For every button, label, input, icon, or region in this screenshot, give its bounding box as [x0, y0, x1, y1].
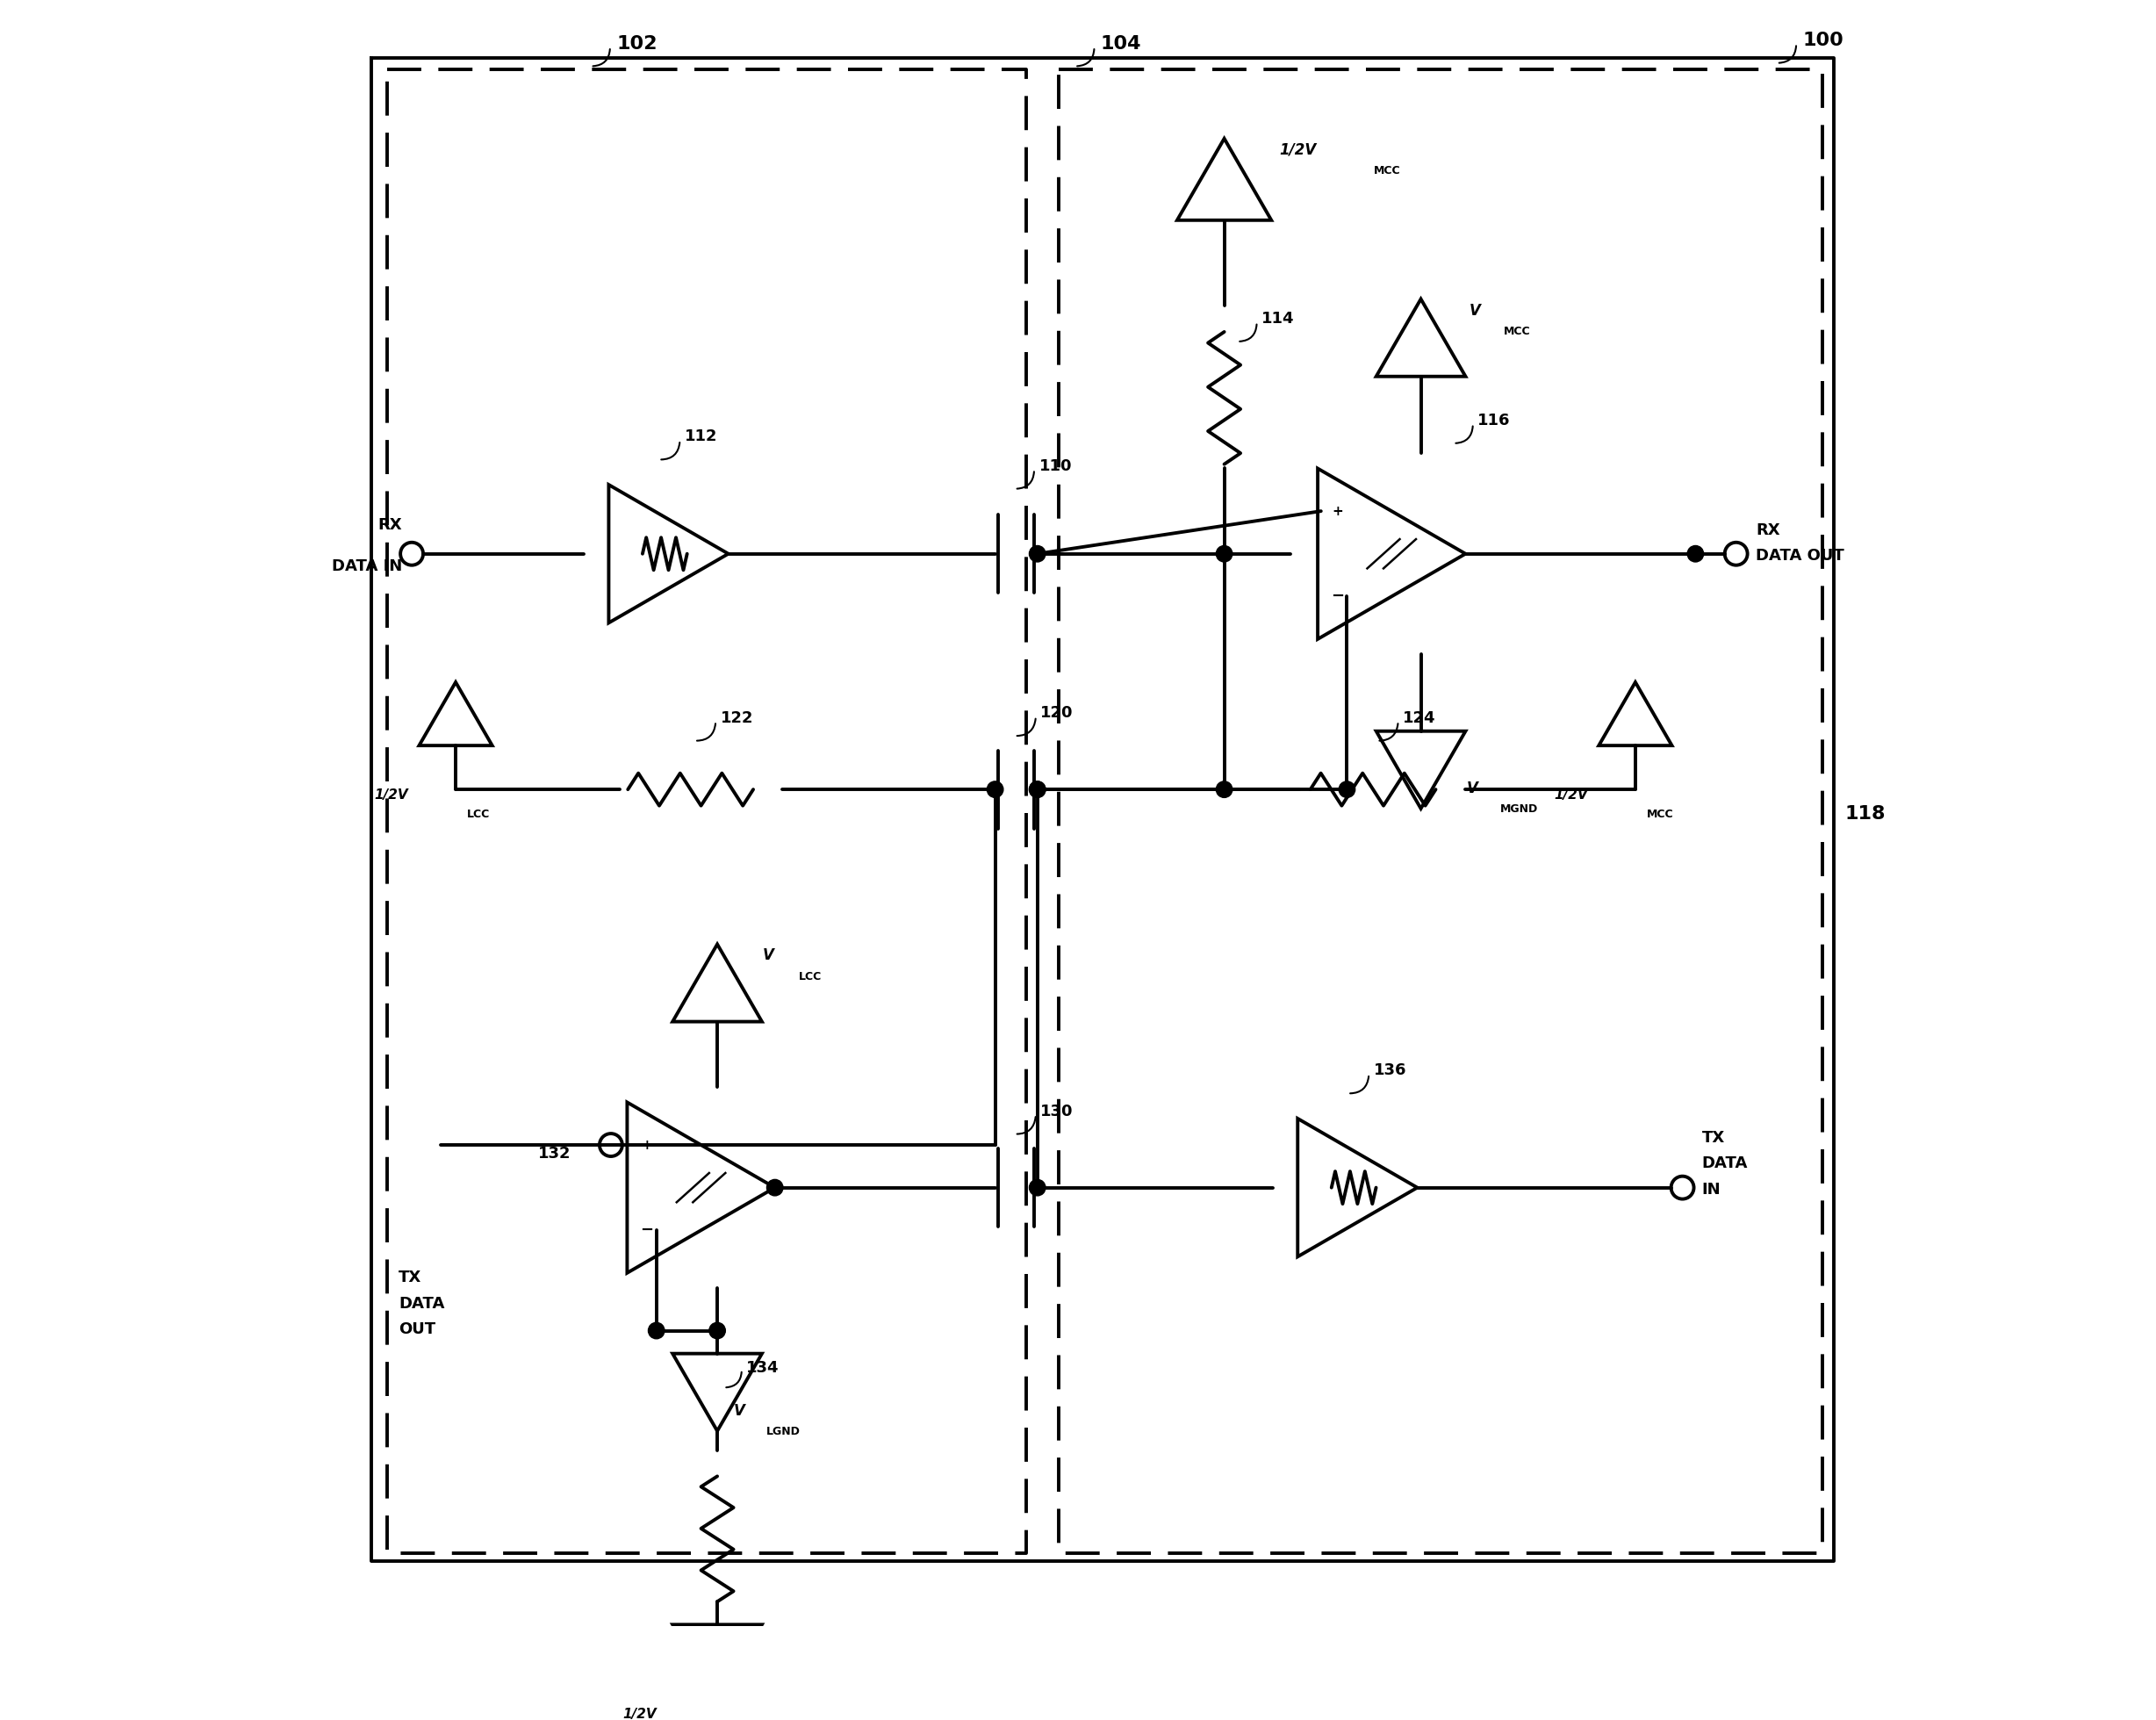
Circle shape — [1028, 1180, 1046, 1195]
Circle shape — [1028, 781, 1046, 798]
Text: 102: 102 — [617, 34, 658, 52]
Text: LCC: LCC — [468, 808, 489, 820]
Text: V: V — [763, 948, 774, 963]
Text: DATA: DATA — [399, 1295, 444, 1311]
Text: 118: 118 — [1846, 805, 1886, 822]
Circle shape — [1028, 545, 1046, 562]
Text: −: − — [1330, 588, 1343, 604]
Text: 116: 116 — [1477, 413, 1511, 428]
Text: 132: 132 — [537, 1146, 571, 1163]
Text: 120: 120 — [1041, 705, 1074, 721]
Text: 136: 136 — [1373, 1063, 1406, 1078]
Text: LCC: LCC — [798, 970, 821, 982]
Text: RX: RX — [1755, 521, 1781, 538]
Text: MGND: MGND — [1501, 803, 1539, 815]
Text: DATA: DATA — [1701, 1156, 1749, 1171]
Text: 1/2V: 1/2V — [1554, 789, 1589, 802]
Text: 112: 112 — [686, 428, 718, 445]
Text: 1/2V: 1/2V — [375, 789, 407, 802]
Text: V: V — [733, 1404, 744, 1419]
Text: DATA OUT: DATA OUT — [1755, 549, 1843, 564]
Text: OUT: OUT — [399, 1321, 436, 1338]
Text: MCC: MCC — [1647, 808, 1673, 820]
Circle shape — [709, 1323, 724, 1338]
Text: MCC: MCC — [1373, 165, 1401, 175]
Text: +: + — [640, 1139, 653, 1151]
Text: V: V — [1470, 303, 1481, 318]
Text: V: V — [1466, 781, 1477, 796]
Text: TX: TX — [1701, 1130, 1725, 1146]
Text: 124: 124 — [1404, 710, 1436, 726]
Text: 122: 122 — [720, 710, 752, 726]
Circle shape — [1216, 781, 1233, 798]
Circle shape — [1028, 781, 1046, 798]
Text: 130: 130 — [1041, 1103, 1074, 1120]
Text: IN: IN — [1701, 1182, 1720, 1197]
Circle shape — [987, 781, 1003, 798]
Circle shape — [649, 1323, 664, 1338]
Text: RX: RX — [377, 516, 401, 533]
Text: MCC: MCC — [1503, 325, 1531, 337]
Text: TX: TX — [399, 1269, 423, 1285]
Text: 110: 110 — [1039, 458, 1072, 475]
Text: 134: 134 — [746, 1361, 780, 1376]
Text: 104: 104 — [1102, 34, 1141, 52]
Circle shape — [768, 1180, 783, 1195]
Text: 114: 114 — [1261, 311, 1294, 327]
Text: +: + — [1332, 504, 1343, 518]
Text: 1/2V: 1/2V — [623, 1708, 658, 1720]
Text: −: − — [640, 1223, 653, 1238]
Circle shape — [1216, 545, 1233, 562]
Text: 1/2V: 1/2V — [1279, 141, 1317, 158]
Circle shape — [1339, 781, 1356, 798]
Text: LGND: LGND — [765, 1426, 800, 1438]
Text: DATA IN: DATA IN — [332, 559, 401, 574]
Circle shape — [1688, 545, 1703, 562]
Text: 100: 100 — [1802, 31, 1843, 48]
